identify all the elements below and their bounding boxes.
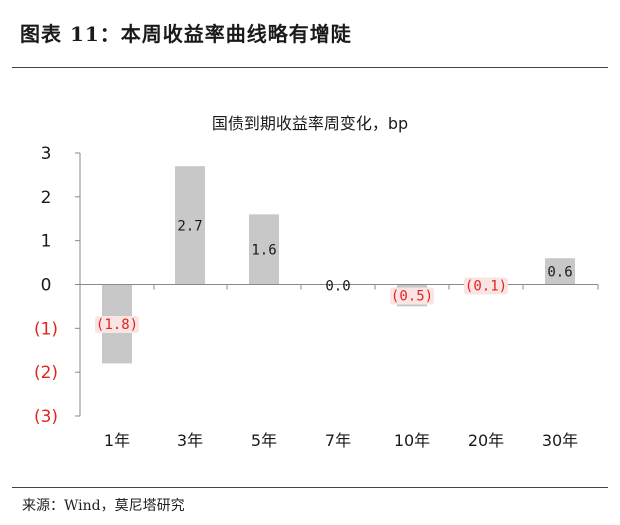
y-tick-label: 3 [41, 144, 52, 164]
data-label: 0.6 [547, 264, 572, 280]
data-label-bg [95, 315, 139, 333]
x-tick-label: 30年 [542, 431, 578, 450]
source-note: 来源：Wind，莫尼塔研究 [22, 498, 185, 514]
bar [175, 166, 205, 285]
chart-title: 国债到期收益率周变化，bp [211, 114, 409, 133]
data-label: 2.7 [177, 218, 202, 234]
data-label-bg [390, 287, 434, 305]
x-tick-label: 7年 [325, 431, 351, 450]
data-label: (0.5) [391, 288, 433, 304]
data-label: 0.0 [325, 279, 350, 295]
x-tick-label: 20年 [468, 431, 504, 450]
x-tick-label: 5年 [251, 431, 277, 450]
x-tick-label: 10年 [394, 431, 430, 450]
data-label: (0.1) [465, 279, 507, 295]
figure-title: 图表 11：本周收益率曲线略有增陡 [20, 22, 352, 46]
y-tick-label: (2) [34, 363, 58, 383]
y-tick-label: 2 [41, 188, 52, 208]
y-tick-label: 0 [41, 276, 52, 296]
bar [545, 258, 575, 285]
data-label: 1.6 [251, 242, 276, 258]
bar [249, 214, 279, 285]
x-tick-label: 1年 [104, 431, 130, 450]
y-tick-label: (3) [34, 407, 58, 427]
top-divider [12, 67, 608, 68]
data-label: (1.8) [96, 317, 138, 333]
x-tick-label: 3年 [177, 431, 203, 450]
bottom-divider [12, 487, 608, 488]
data-label-bg [464, 277, 508, 295]
y-tick-label: 1 [41, 232, 52, 252]
y-tick-label: (1) [34, 319, 58, 339]
